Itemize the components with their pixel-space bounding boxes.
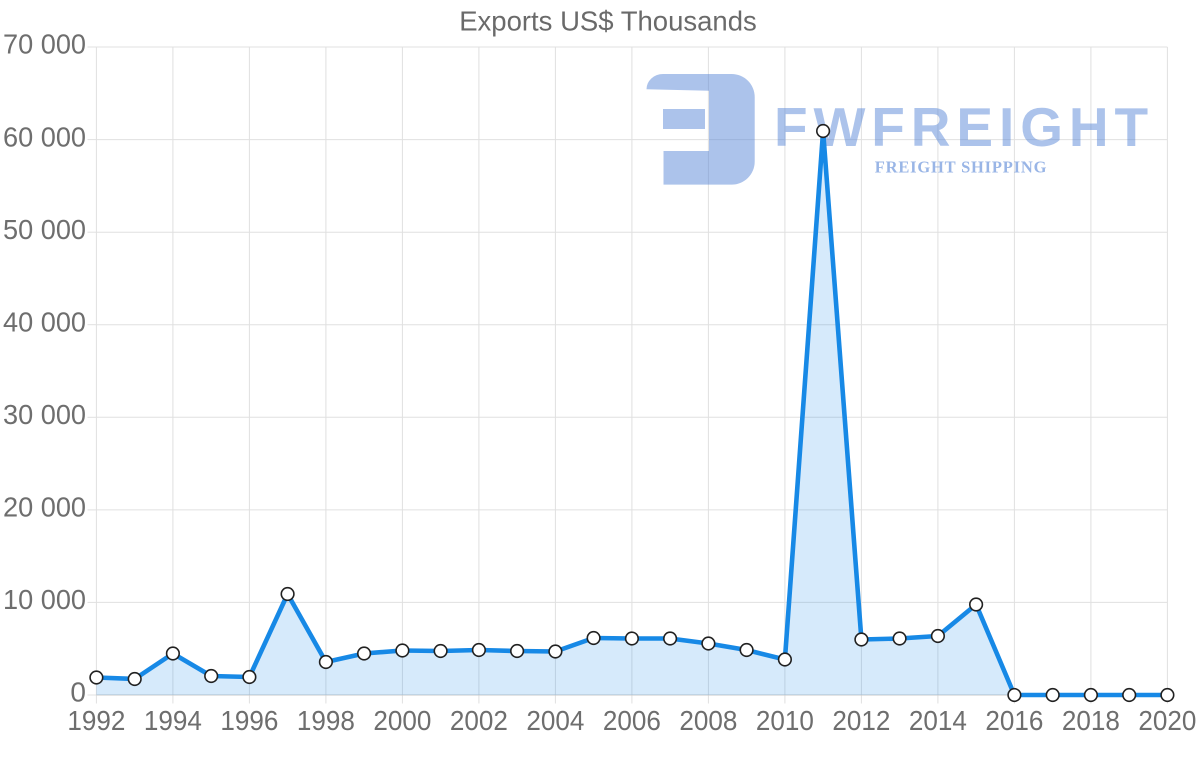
svg-text:FWFREIGHT: FWFREIGHT [774,96,1154,158]
svg-text:40 000: 40 000 [3,306,86,337]
svg-text:2010: 2010 [756,705,814,736]
svg-text:2006: 2006 [603,705,661,736]
svg-text:1996: 1996 [220,705,278,736]
svg-text:1994: 1994 [144,705,202,736]
svg-text:70 000: 70 000 [3,29,86,60]
svg-text:2004: 2004 [526,705,584,736]
svg-text:2016: 2016 [985,705,1043,736]
svg-text:2020: 2020 [1138,705,1196,736]
svg-text:10 000: 10 000 [3,584,86,615]
svg-text:2002: 2002 [450,705,508,736]
svg-text:1998: 1998 [297,705,355,736]
svg-text:2008: 2008 [679,705,737,736]
svg-text:30 000: 30 000 [3,399,86,430]
svg-text:2014: 2014 [909,705,967,736]
svg-text:20 000: 20 000 [3,492,86,523]
svg-text:50 000: 50 000 [3,214,86,245]
svg-text:2018: 2018 [1062,705,1120,736]
svg-text:1992: 1992 [67,705,125,736]
svg-text:0: 0 [70,677,86,708]
svg-text:2000: 2000 [373,705,431,736]
svg-text:2012: 2012 [832,705,890,736]
svg-text:Exports US$ Thousands: Exports US$ Thousands [459,6,757,37]
svg-text:60 000: 60 000 [3,121,86,152]
svg-text:FREIGHT SHIPPING: FREIGHT SHIPPING [875,158,1047,177]
